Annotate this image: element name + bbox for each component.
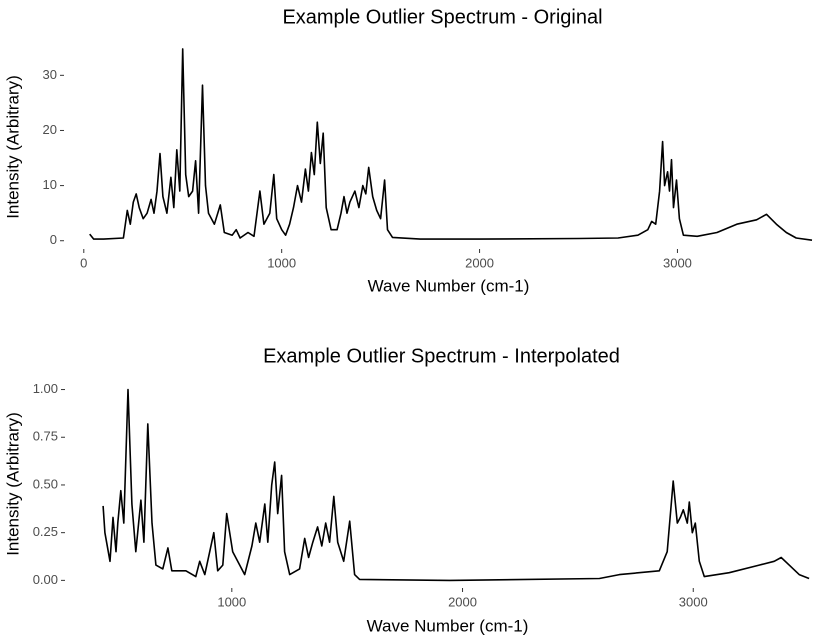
x-axis-title: Wave Number (cm-1) xyxy=(367,616,529,635)
x-tick-label: 2000 xyxy=(465,255,494,270)
x-tick-label: 1000 xyxy=(217,594,246,609)
y-tick-label: 20 xyxy=(43,122,57,137)
spectrum-line xyxy=(89,48,813,241)
y-tick-label: 10 xyxy=(43,177,57,192)
spectrum-line xyxy=(102,388,810,582)
y-tick-label: 0.00 xyxy=(33,572,58,587)
y-tick-label: 0.25 xyxy=(33,524,58,539)
chart-title: Example Outlier Spectrum - Original xyxy=(282,6,602,28)
x-tick-label: 2000 xyxy=(448,594,477,609)
x-axis-title: Wave Number (cm-1) xyxy=(368,276,530,295)
y-tick-label: 0.50 xyxy=(33,476,58,491)
y-axis-title: Intensity (Arbitrary) xyxy=(3,412,22,556)
y-axis-title: Intensity (Arbitrary) xyxy=(3,75,22,219)
x-tick-label: 0 xyxy=(80,255,87,270)
x-tick-label: 3000 xyxy=(663,255,692,270)
y-tick-label: 30 xyxy=(43,67,57,82)
y-tick-label: 1.00 xyxy=(33,381,58,396)
chart-title: Example Outlier Spectrum - Interpolated xyxy=(263,345,620,367)
x-tick-label: 1000 xyxy=(267,255,296,270)
y-tick-label: 0 xyxy=(50,232,57,247)
y-tick-label: 0.75 xyxy=(33,429,58,444)
x-tick-label: 3000 xyxy=(679,594,708,609)
